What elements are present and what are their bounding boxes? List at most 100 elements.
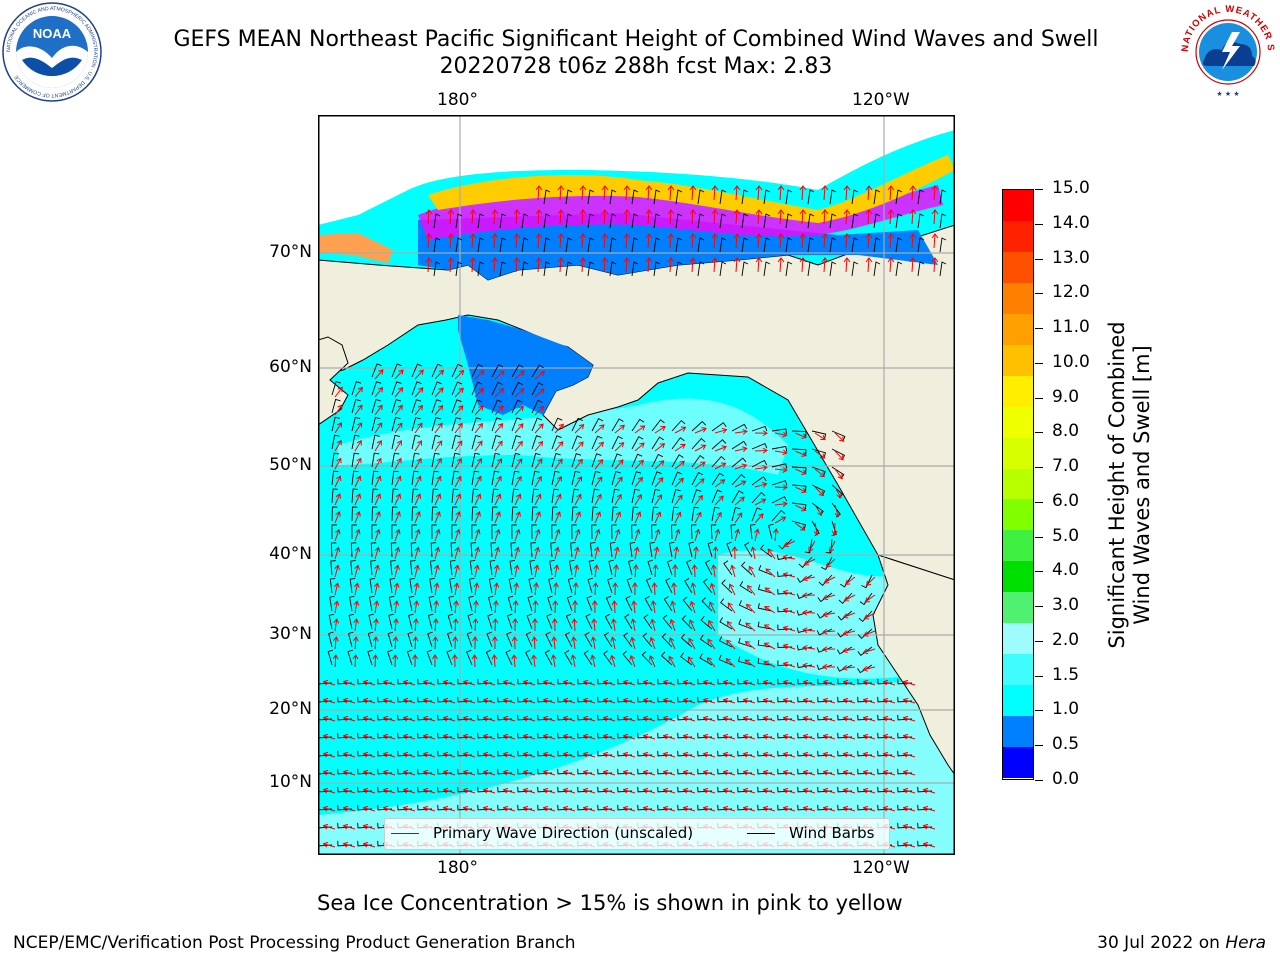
- wave-arrow: [422, 805, 436, 812]
- wind-barb: [377, 732, 393, 739]
- wave-arrow: [733, 185, 741, 201]
- wave-arrow: [582, 787, 596, 794]
- wave-arrow: [382, 751, 396, 758]
- wind-barb: [701, 597, 713, 612]
- wind-barb: [577, 696, 593, 703]
- wind-barb: [757, 621, 773, 630]
- wave-arrow: [610, 618, 617, 632]
- wind-barb: [608, 559, 614, 576]
- wave-arrow: [821, 209, 829, 225]
- wave-arrow: [354, 493, 362, 506]
- wind-barb: [677, 750, 693, 757]
- wave-arrow: [422, 715, 436, 722]
- wave-arrow: [674, 494, 683, 506]
- wave-arrow: [522, 769, 536, 776]
- wave-arrow: [777, 233, 785, 249]
- wind-barb: [587, 261, 595, 277]
- wind-barb: [371, 416, 381, 432]
- wave-arrow: [931, 233, 939, 249]
- wind-barb: [737, 732, 753, 739]
- wave-arrow: [902, 787, 916, 794]
- wave-arrow: [662, 697, 676, 704]
- wave-arrow: [422, 751, 436, 758]
- wave-arrow: [442, 769, 456, 776]
- wind-barb: [643, 614, 653, 630]
- wave-arrow: [482, 769, 496, 776]
- wind-barb: [631, 453, 643, 468]
- colorbar-segment: [1003, 190, 1033, 222]
- wind-barb: [517, 696, 533, 703]
- wave-arrow: [354, 439, 362, 452]
- wind-barb: [702, 578, 713, 594]
- wave-arrow: [754, 481, 768, 488]
- wind-barb: [391, 399, 402, 414]
- wave-arrow: [373, 600, 380, 614]
- wave-arrow: [803, 558, 816, 566]
- colorbar-tick-mark: [1035, 606, 1043, 608]
- wind-barb: [837, 610, 853, 621]
- wind-barb: [537, 768, 553, 775]
- wave-arrow: [774, 484, 788, 491]
- wave-arrow: [649, 655, 656, 668]
- wave-arrow: [362, 751, 376, 758]
- wave-arrow: [362, 823, 376, 830]
- wind-barb: [497, 714, 513, 721]
- wave-arrow: [535, 233, 543, 249]
- wave-arrow: [522, 679, 536, 686]
- wind-barb: [704, 559, 713, 576]
- wind-barb: [431, 399, 442, 414]
- wind-barb: [817, 592, 833, 603]
- wave-arrow: [714, 511, 722, 524]
- wind-barb: [526, 613, 533, 630]
- wind-barb: [491, 452, 501, 468]
- wave-arrow: [522, 733, 536, 740]
- wave-arrow: [802, 769, 816, 776]
- wave-arrow: [762, 769, 776, 776]
- wind-barb: [817, 696, 833, 703]
- wind-barb: [740, 561, 753, 576]
- wind-barb: [587, 189, 595, 205]
- wave-arrow: [574, 423, 585, 434]
- wave-arrow: [322, 841, 336, 848]
- wave-arrow: [473, 600, 479, 614]
- wind-barb: [851, 237, 859, 253]
- wind-barb: [797, 732, 813, 739]
- wave-arrow: [534, 388, 545, 398]
- wave-arrow: [473, 564, 480, 578]
- wave-arrow: [843, 233, 851, 249]
- wind-barb: [777, 750, 793, 757]
- wave-arrow: [482, 787, 496, 794]
- wave-arrow: [402, 715, 416, 722]
- wave-arrow: [474, 370, 485, 380]
- wave-arrow: [591, 618, 598, 632]
- wind-barb: [744, 542, 753, 558]
- wind-barb: [726, 541, 733, 558]
- wind-barb: [719, 189, 727, 205]
- wind-barb: [431, 417, 441, 432]
- wave-arrow: [554, 511, 561, 524]
- legend-wave-label: Primary Wave Direction (unscaled): [433, 824, 694, 842]
- wave-arrow: [782, 661, 796, 668]
- wind-barb: [411, 506, 418, 522]
- wind-barb: [817, 786, 833, 793]
- wave-arrow: [682, 733, 696, 740]
- wind-barb: [585, 613, 593, 630]
- wave-arrow: [434, 546, 441, 560]
- wind-barb: [431, 506, 438, 522]
- colorbar-tick-mark: [1035, 397, 1043, 399]
- wave-arrow: [492, 618, 499, 632]
- wind-barb: [371, 470, 379, 486]
- wind-barb: [686, 559, 693, 576]
- wave-arrow: [694, 528, 701, 542]
- wave-arrow: [342, 733, 356, 740]
- wind-barb: [851, 213, 859, 229]
- wave-arrow: [802, 679, 816, 686]
- wave-arrow: [535, 257, 543, 273]
- wave-arrow: [394, 440, 402, 452]
- wind-barb: [471, 506, 478, 522]
- wind-barb: [831, 520, 837, 537]
- wind-barb: [557, 750, 573, 757]
- wind-barb: [653, 237, 661, 253]
- wind-barb: [411, 452, 420, 468]
- wave-arrow: [670, 600, 676, 614]
